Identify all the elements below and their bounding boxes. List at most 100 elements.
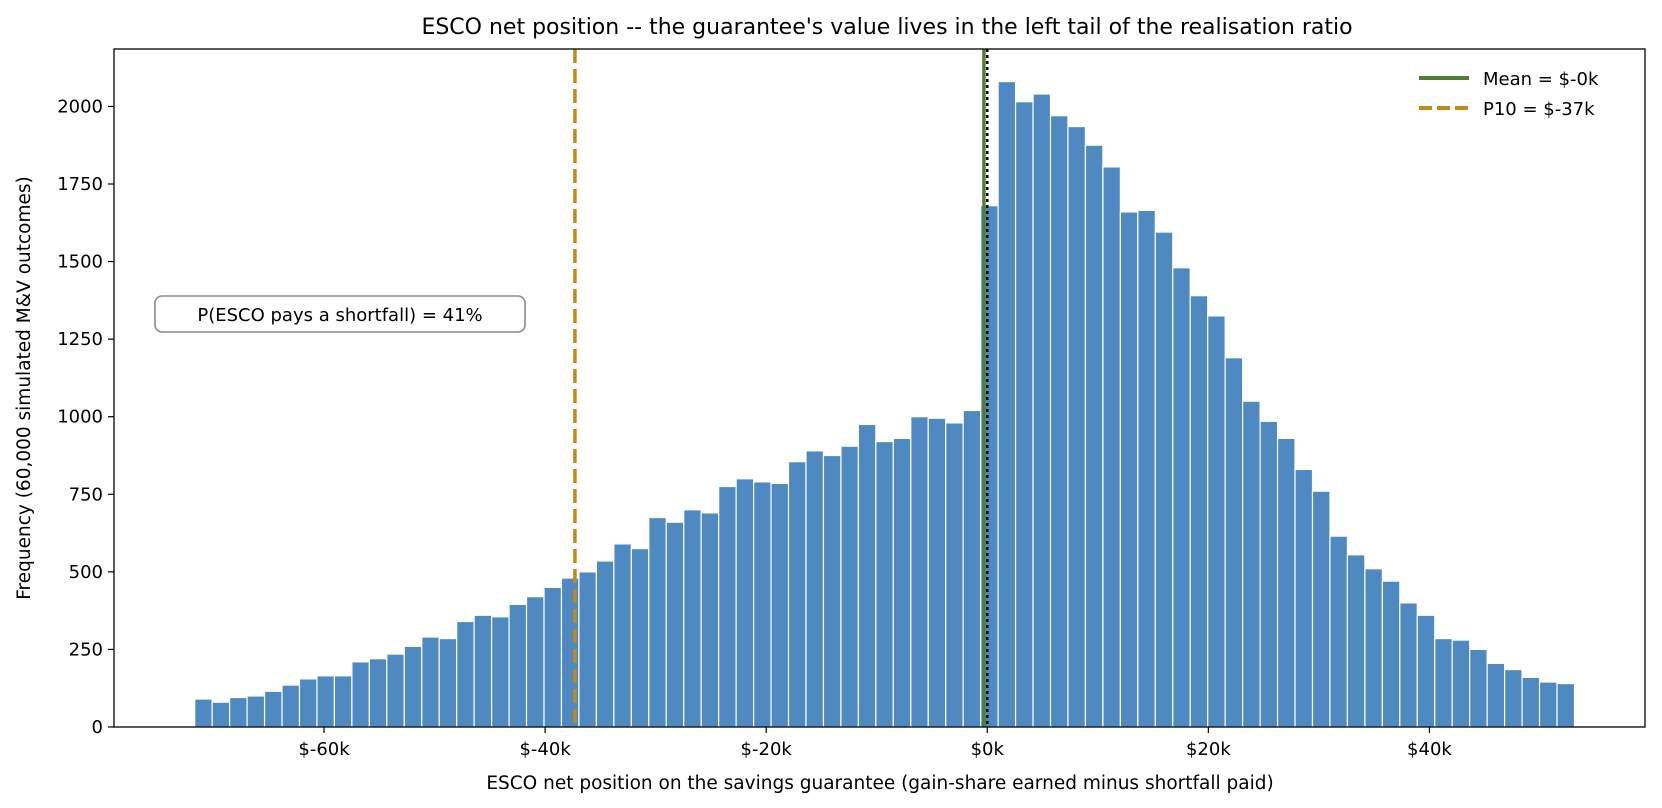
histogram-bar (683, 509, 702, 728)
histogram-bar (1207, 315, 1226, 728)
histogram-bar (1137, 209, 1156, 728)
y-tick-label: 1750 (57, 174, 103, 195)
annotation-box (154, 295, 526, 333)
histogram-bar (508, 603, 528, 728)
histogram-bar (1434, 637, 1453, 728)
histogram-bar (421, 636, 440, 728)
histogram-bar (1451, 639, 1471, 728)
histogram-bar (473, 614, 493, 728)
histogram-bar (840, 445, 859, 728)
histogram-bar (368, 658, 388, 728)
histogram-bar (1154, 231, 1174, 728)
histogram-bar (246, 695, 266, 728)
histogram-bar (1346, 554, 1366, 728)
histogram-bar (229, 696, 248, 728)
x-axis-title: ESCO net position on the savings guarant… (486, 773, 1273, 794)
histogram-bar (194, 698, 213, 728)
histogram-bar (752, 481, 772, 728)
histogram-bar (648, 516, 667, 728)
legend: Mean = $-0k P10 = $-37k (1419, 69, 1599, 120)
histogram-bar (1469, 648, 1488, 728)
histogram-bar (386, 653, 405, 728)
histogram-bar (822, 454, 842, 728)
histogram-bar (875, 440, 894, 728)
histogram-bar (927, 417, 947, 728)
histogram-bar (1102, 166, 1121, 728)
histogram-bar (333, 675, 353, 728)
y-tick-label: 1000 (57, 407, 103, 428)
histogram-bar (1538, 681, 1558, 728)
x-ticks: $-60k $-40k $-20k $0k $20k $40k (298, 727, 1452, 760)
y-tick-label: 2000 (57, 96, 103, 117)
legend-p10-label: P10 = $-37k (1483, 99, 1595, 120)
histogram-bar (1014, 101, 1034, 728)
histogram-bar (805, 450, 825, 728)
histogram-bar (665, 521, 685, 728)
y-tick-label: 250 (69, 639, 103, 660)
histogram-bar (456, 620, 475, 728)
histogram-bar (1381, 580, 1401, 728)
histogram-bar (1311, 490, 1331, 728)
histogram-bar (1521, 676, 1541, 728)
histogram-bar (945, 422, 964, 728)
histogram-bar (211, 701, 231, 728)
reference-lines-layer (573, 49, 989, 727)
histogram-bar (1049, 115, 1069, 728)
y-axis-title: Frequency (60,000 simulated M&V outcomes… (14, 176, 35, 600)
y-tick-label: 1250 (57, 329, 103, 350)
y-ticks: 0 250 500 750 1000 1250 1500 1750 2000 (57, 96, 114, 738)
histogram-bar (525, 596, 545, 728)
histogram-bar (787, 461, 807, 728)
histogram-bar (892, 437, 912, 728)
y-tick-label: 0 (92, 717, 103, 738)
histogram-bar (491, 616, 510, 728)
histogram-bar (735, 478, 755, 728)
histogram-bar (316, 675, 336, 728)
histogram-bar (630, 547, 650, 728)
histogram-bar (910, 416, 929, 728)
histogram-bar (595, 560, 615, 728)
histogram-bar (613, 543, 632, 728)
histogram-bar (1119, 211, 1139, 728)
histogram-bar (700, 512, 720, 728)
histogram-bar (1486, 662, 1506, 728)
histogram-bar (438, 637, 458, 728)
x-tick-label: $-20k (741, 739, 793, 760)
axes-layer (113, 48, 1646, 728)
x-tick-label: $0k (971, 739, 1005, 760)
histogram-bar (578, 571, 598, 728)
y-tick-label: 750 (69, 484, 103, 505)
x-tick-label: $40k (1407, 739, 1452, 760)
histogram-bar (1276, 437, 1296, 728)
x-tick-label: $-40k (519, 739, 571, 760)
histogram-bar (1032, 93, 1052, 728)
x-tick-label: $20k (1186, 739, 1231, 760)
histogram-bar (351, 661, 370, 728)
histogram-bar (1067, 125, 1087, 728)
histogram-bar (1504, 668, 1523, 728)
y-tick-label: 1500 (57, 252, 103, 273)
histogram-bar (1172, 267, 1191, 728)
histogram-bar (1242, 400, 1261, 728)
histogram-bar (1259, 420, 1279, 728)
chart-title: ESCO net position -- the guarantee's val… (421, 15, 1352, 40)
legend-mean-label: Mean = $-0k (1483, 69, 1599, 90)
histogram-bar (1416, 614, 1436, 728)
histogram-bar (770, 482, 790, 728)
probability-annotation: P(ESCO pays a shortfall) = 41% (154, 295, 526, 333)
histogram-bar (962, 409, 982, 728)
histogram-bar (1084, 144, 1104, 728)
histogram-bar (263, 690, 283, 728)
histogram-bar (543, 586, 563, 728)
annotation-text: P(ESCO pays a shortfall) = 41% (197, 305, 482, 326)
y-tick-label: 500 (69, 562, 103, 583)
histogram-bar (298, 678, 318, 728)
histogram-bar (1364, 568, 1383, 728)
histogram-bar (997, 80, 1017, 728)
histogram-bar (718, 485, 737, 728)
histogram-bar (403, 645, 423, 728)
histogram-bar (1399, 602, 1418, 728)
histogram-bar (1294, 468, 1314, 728)
